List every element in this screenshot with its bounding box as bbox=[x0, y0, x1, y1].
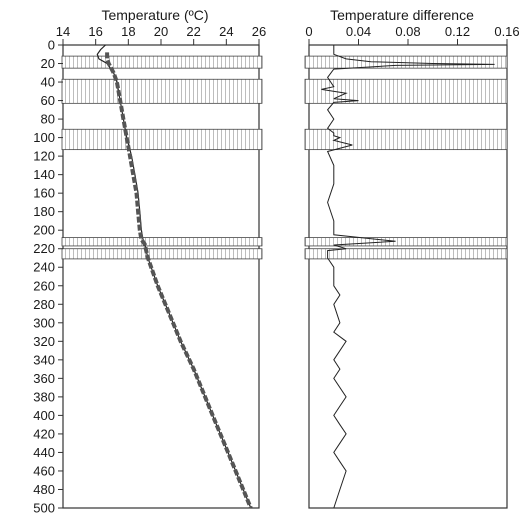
depth-tick-label-3: 60 bbox=[41, 93, 55, 108]
depth-tick-label-14: 280 bbox=[33, 297, 55, 312]
difference-x-tick-label-1: 0.04 bbox=[346, 24, 371, 39]
difference-band-2 bbox=[304, 128, 508, 151]
depth-tick-label-17: 340 bbox=[33, 352, 55, 367]
depth-tick-label-2: 40 bbox=[41, 75, 55, 90]
temperature-x-tick-label-3: 20 bbox=[154, 24, 168, 39]
difference-x-tick-label-0: 0 bbox=[305, 24, 312, 39]
temperature-band-0 bbox=[61, 55, 263, 69]
depth-tick-label-6: 120 bbox=[33, 149, 55, 164]
temperature-band-2 bbox=[61, 128, 263, 151]
temperature-series bbox=[96, 44, 253, 509]
depth-y-ticks: 0 20 40 60 80 100 120 140 160 180 200 220 240 260 280 3… bbox=[33, 38, 63, 513]
depth-tick-label-0: 0 bbox=[48, 38, 55, 53]
difference-band-4 bbox=[304, 248, 508, 260]
depth-tick-label-21: 420 bbox=[33, 426, 55, 441]
depth-tick-label-10: 200 bbox=[33, 223, 55, 238]
temperature-panel: Temperature (ºC) 14 16 18 20 22 24 26 0 20 40 60 8… bbox=[33, 7, 266, 513]
difference-axis-title: Temperature difference bbox=[330, 7, 474, 23]
depth-tick-label-5: 100 bbox=[33, 130, 55, 145]
temperature-x-tick-label-2: 18 bbox=[121, 24, 135, 39]
temperature-x-tick-label-1: 16 bbox=[88, 24, 102, 39]
depth-tick-label-16: 320 bbox=[33, 334, 55, 349]
temperature-band-3 bbox=[61, 237, 263, 247]
depth-tick-label-20: 400 bbox=[33, 408, 55, 423]
depth-tick-label-25: 500 bbox=[33, 501, 55, 513]
difference-x-tick-label-2: 0.08 bbox=[395, 24, 420, 39]
temperature-x-tick-label-4: 22 bbox=[186, 24, 200, 39]
difference-series-line-0 bbox=[321, 45, 495, 509]
temperature-plot-frame bbox=[62, 44, 260, 509]
temperature-shaded-bands bbox=[61, 55, 263, 260]
difference-plot-frame bbox=[308, 44, 508, 509]
difference-x-tick-label-3: 0.12 bbox=[445, 24, 470, 39]
depth-tick-label-15: 300 bbox=[33, 315, 55, 330]
depth-tick-label-12: 240 bbox=[33, 260, 55, 275]
depth-tick-label-7: 140 bbox=[33, 167, 55, 182]
temperature-x-tick-label-6: 26 bbox=[252, 24, 266, 39]
depth-tick-label-8: 160 bbox=[33, 186, 55, 201]
depth-tick-label-13: 260 bbox=[33, 278, 55, 293]
difference-x-tick-label-4: 0.16 bbox=[494, 24, 519, 39]
difference-panel: Temperature difference 0 0.04 0.08 0.12 0.16 bbox=[304, 7, 520, 509]
temperature-x-tick-label-5: 24 bbox=[219, 24, 233, 39]
depth-tick-label-24: 480 bbox=[33, 482, 55, 497]
depth-tick-label-19: 380 bbox=[33, 389, 55, 404]
depth-tick-label-9: 180 bbox=[33, 204, 55, 219]
temperature-band-4 bbox=[61, 248, 263, 260]
depth-tick-label-4: 80 bbox=[41, 112, 55, 127]
temperature-band-1 bbox=[61, 78, 263, 104]
depth-tick-label-23: 460 bbox=[33, 463, 55, 478]
temperature-x-tick-label-0: 14 bbox=[56, 24, 70, 39]
difference-band-0 bbox=[304, 55, 508, 69]
depth-tick-label-22: 440 bbox=[33, 445, 55, 460]
temperature-axis-title: Temperature (ºC) bbox=[101, 7, 208, 23]
difference-x-ticks: 0 0.04 0.08 0.12 0.16 bbox=[305, 24, 520, 45]
difference-series bbox=[321, 45, 495, 509]
depth-tick-label-18: 360 bbox=[33, 371, 55, 386]
difference-band-3 bbox=[304, 237, 508, 247]
temperature-x-ticks: 14 16 18 20 22 24 26 bbox=[56, 24, 266, 45]
temperature-series-line-1 bbox=[105, 52, 253, 509]
depth-tick-label-11: 220 bbox=[33, 241, 55, 256]
depth-tick-label-1: 20 bbox=[41, 56, 55, 71]
